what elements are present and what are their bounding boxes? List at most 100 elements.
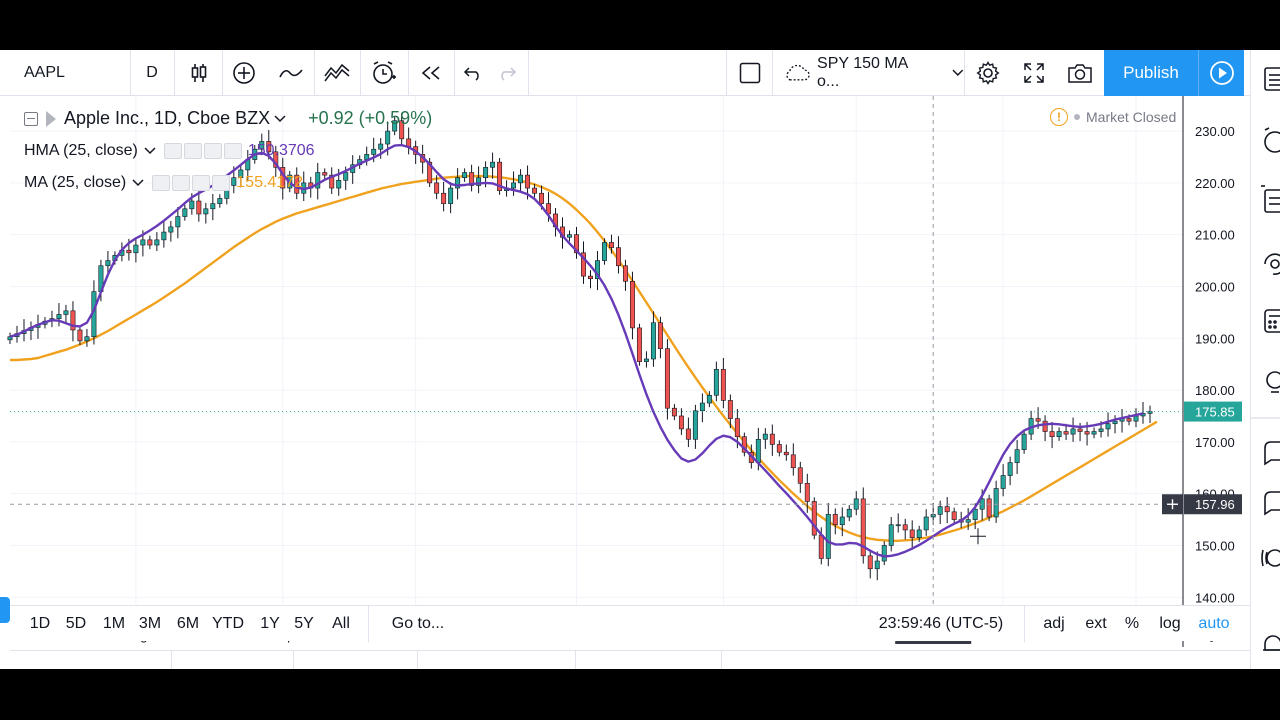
candle-body bbox=[1133, 415, 1139, 422]
candle-body bbox=[168, 226, 174, 233]
candle-body bbox=[895, 524, 901, 527]
range-button-1d[interactable]: 1D bbox=[29, 615, 51, 632]
hotlist-icon[interactable] bbox=[1264, 253, 1280, 275]
candle-body bbox=[266, 141, 272, 153]
compare-add-button[interactable] bbox=[224, 50, 264, 96]
candle bbox=[881, 541, 887, 566]
eye-icon[interactable] bbox=[163, 143, 182, 159]
candle bbox=[650, 311, 656, 367]
play-button[interactable] bbox=[1198, 50, 1244, 96]
range-button-ytd[interactable]: YTD bbox=[212, 615, 244, 632]
plus-icon[interactable] bbox=[192, 175, 211, 191]
alert-button[interactable] bbox=[362, 50, 406, 96]
ideas-icon[interactable] bbox=[1266, 371, 1280, 393]
candle bbox=[490, 152, 496, 179]
panel-tab[interactable] bbox=[10, 651, 172, 669]
gear-icon[interactable] bbox=[172, 175, 191, 191]
candle-body bbox=[797, 467, 803, 484]
candle bbox=[399, 112, 405, 145]
candle-body bbox=[448, 187, 454, 204]
range-button-all[interactable]: All bbox=[332, 615, 350, 632]
candle bbox=[783, 444, 789, 461]
range-button-6m[interactable]: 6M bbox=[176, 615, 200, 632]
snapshot-button[interactable] bbox=[1058, 50, 1102, 96]
range-button-5y[interactable]: 5Y bbox=[294, 615, 314, 632]
watchlist-icon[interactable] bbox=[1264, 67, 1280, 91]
notifications-icon[interactable] bbox=[1263, 635, 1280, 651]
panel-tab[interactable] bbox=[576, 651, 722, 669]
flag-icon[interactable] bbox=[46, 110, 56, 127]
legend-symbol-title[interactable]: Apple Inc., 1D, Cboe BZX bbox=[64, 108, 271, 128]
chat-icon[interactable] bbox=[1264, 441, 1280, 466]
hma-label[interactable]: HMA (25, close) bbox=[24, 142, 138, 159]
saved-layout-button[interactable]: SPY 150 MA o... bbox=[774, 50, 964, 96]
candle bbox=[203, 202, 209, 224]
chevron-down-icon[interactable] bbox=[144, 147, 156, 155]
scale-toggle-log[interactable]: log bbox=[1159, 615, 1181, 632]
chart-style-button[interactable] bbox=[180, 50, 218, 96]
plus-icon[interactable] bbox=[203, 143, 222, 159]
scale-toggle-percent[interactable]: % bbox=[1124, 615, 1140, 632]
hma-value: 150.3706 bbox=[247, 142, 315, 159]
candle-body bbox=[727, 400, 733, 419]
candle bbox=[657, 316, 663, 359]
scale-toggle-ext[interactable]: ext bbox=[1085, 615, 1107, 632]
calendar-icon[interactable] bbox=[1264, 309, 1280, 333]
eye-icon[interactable] bbox=[152, 175, 171, 191]
scale-toggle-auto[interactable]: auto bbox=[1198, 615, 1230, 632]
candle bbox=[77, 325, 83, 346]
panel-tab[interactable] bbox=[172, 651, 294, 669]
left-toolbar-toggle[interactable] bbox=[0, 597, 10, 623]
candle bbox=[161, 220, 167, 248]
messages-icon[interactable] bbox=[1264, 491, 1280, 516]
cloud-icon bbox=[786, 64, 810, 81]
settings-button[interactable] bbox=[966, 50, 1010, 96]
candle-body bbox=[643, 358, 649, 362]
drawing-line-button[interactable] bbox=[270, 50, 312, 96]
toolbar-divider bbox=[408, 50, 409, 96]
candle bbox=[448, 182, 454, 214]
indicators-button[interactable] bbox=[316, 50, 358, 96]
streams-icon[interactable] bbox=[1261, 549, 1280, 567]
goto-date-button[interactable]: Go to... bbox=[378, 606, 458, 642]
ma-label[interactable]: MA (25, close) bbox=[24, 174, 127, 191]
candle bbox=[895, 513, 901, 533]
symbol-search-button[interactable]: AAPL bbox=[12, 50, 130, 96]
publish-button[interactable]: Publish bbox=[1104, 50, 1198, 96]
fullscreen-icon bbox=[1024, 63, 1044, 83]
undo-button[interactable] bbox=[456, 50, 490, 96]
candle bbox=[609, 234, 614, 254]
gear-icon[interactable] bbox=[183, 143, 202, 159]
bar-replay-button[interactable] bbox=[410, 50, 452, 96]
chevron-down-icon[interactable] bbox=[132, 179, 144, 187]
collapse-legend-button[interactable] bbox=[24, 111, 38, 126]
alerts-panel-icon[interactable] bbox=[1264, 127, 1280, 153]
candle bbox=[1112, 415, 1118, 434]
data-window-icon[interactable] bbox=[1261, 185, 1280, 213]
interval-button[interactable]: D bbox=[131, 50, 173, 96]
candle-body bbox=[588, 275, 593, 280]
candle-body bbox=[755, 438, 761, 463]
close-icon[interactable] bbox=[212, 175, 231, 191]
candle-body bbox=[238, 169, 244, 179]
close-icon[interactable] bbox=[223, 143, 242, 159]
range-button-5d[interactable]: 5D bbox=[65, 615, 87, 632]
hma-controls bbox=[163, 143, 242, 159]
redo-button[interactable] bbox=[490, 50, 524, 96]
chevron-down-icon[interactable] bbox=[274, 114, 286, 123]
candle bbox=[888, 516, 894, 552]
scale-toggle-adj[interactable]: adj bbox=[1043, 615, 1065, 632]
range-button-1y[interactable]: 1Y bbox=[260, 615, 280, 632]
layout-button[interactable] bbox=[728, 50, 772, 96]
range-button-3m[interactable]: 3M bbox=[138, 615, 162, 632]
line-tool-icon bbox=[279, 69, 303, 78]
panel-tab[interactable] bbox=[294, 651, 418, 669]
range-button-1m[interactable]: 1M bbox=[102, 615, 126, 632]
market-status[interactable]: ! Market Closed bbox=[1050, 108, 1176, 126]
timezone-clock[interactable]: 23:59:46 (UTC-5) bbox=[866, 606, 1016, 642]
candle-body bbox=[1056, 431, 1062, 437]
fullscreen-button[interactable] bbox=[1012, 50, 1056, 96]
panel-tab[interactable] bbox=[418, 651, 576, 669]
candle-body bbox=[63, 310, 69, 315]
goto-label: Go to... bbox=[391, 615, 445, 632]
